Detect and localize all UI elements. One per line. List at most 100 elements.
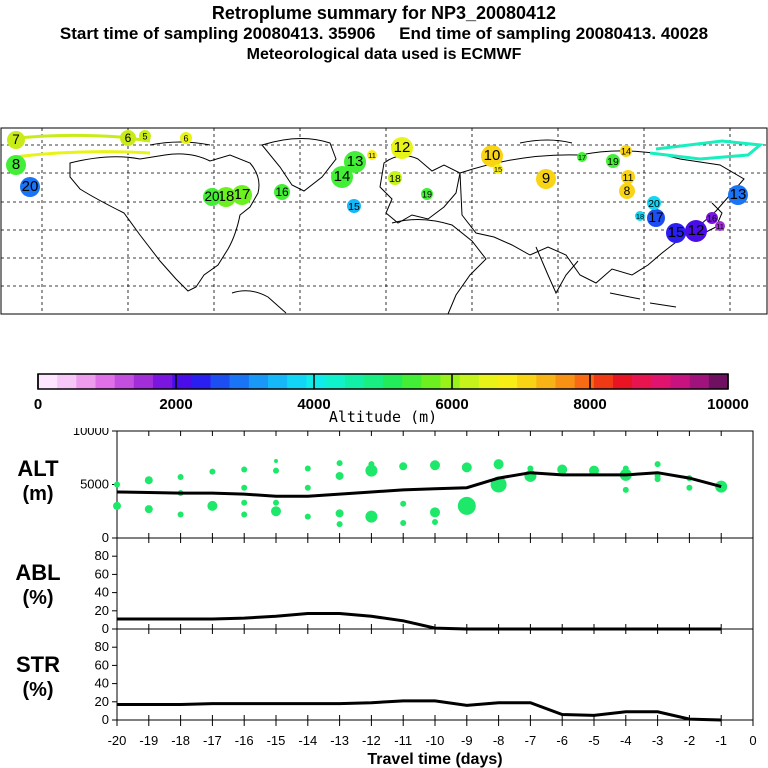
plume-marker xyxy=(685,220,707,242)
plume-marker-label: 6 xyxy=(125,131,132,145)
plume-marker xyxy=(347,199,361,213)
alt-point xyxy=(336,521,343,528)
alt-point xyxy=(335,471,344,480)
x-tick-label: 0 xyxy=(749,733,756,748)
colorbar-cell xyxy=(172,374,192,389)
alt-point xyxy=(241,466,248,473)
alt-point xyxy=(113,501,121,510)
colorbar-cell xyxy=(613,374,633,389)
alt-point xyxy=(430,460,440,471)
plume-marker-label: 19 xyxy=(607,156,619,168)
colorbar-cell xyxy=(133,374,154,389)
plume-marker-label: 18 xyxy=(218,188,235,205)
plume-marker-label: 13 xyxy=(347,153,364,170)
alt-point xyxy=(400,500,407,507)
alt-point xyxy=(622,486,629,493)
colorbar-tick-label: 8000 xyxy=(573,396,606,413)
x-tick-label: -13 xyxy=(330,733,349,748)
colorbar-cell xyxy=(689,374,710,389)
colorbar-cell xyxy=(268,374,288,389)
plume-marker xyxy=(606,154,620,168)
colorbar-cell xyxy=(344,374,365,389)
alt-point xyxy=(207,500,218,511)
colorbar-tick-label: 0 xyxy=(34,396,42,413)
alt-mean-curve xyxy=(116,471,722,498)
x-tick-label: -19 xyxy=(139,733,158,748)
colorbar-tick-label: 2000 xyxy=(159,396,192,413)
plume-marker xyxy=(139,130,151,142)
plume-marker xyxy=(536,169,556,189)
plume-marker-label: 20 xyxy=(22,178,39,195)
abl-unit: (%) xyxy=(22,587,53,609)
coastlines xyxy=(69,137,745,315)
alt-point xyxy=(241,511,248,518)
x-tick-label: -12 xyxy=(362,733,381,748)
y-tick-label: 80 xyxy=(95,548,109,563)
x-tick-label: -18 xyxy=(171,733,190,748)
colorbar-cell xyxy=(76,374,96,389)
y-tick-label: 60 xyxy=(95,566,109,581)
plume-marker xyxy=(203,188,221,206)
plume-marker xyxy=(331,166,353,188)
alt-point xyxy=(177,474,184,481)
plume-marker xyxy=(635,211,645,221)
y-tick-label: 5000 xyxy=(80,477,109,492)
plume-marker-label: 7 xyxy=(12,132,20,147)
plume-marker xyxy=(715,221,725,231)
abl-panel-frame xyxy=(116,537,754,630)
x-tick-label: -9 xyxy=(461,733,473,748)
coast-north-america xyxy=(69,153,260,292)
str-unit: (%) xyxy=(22,679,53,701)
y-tick-label: 60 xyxy=(95,657,109,672)
colorbar-cell xyxy=(306,374,326,389)
colorbar-cell xyxy=(670,374,690,389)
alt-point xyxy=(271,506,281,517)
alt-point xyxy=(273,499,279,506)
x-tick-label: -1 xyxy=(715,733,727,748)
track-north-pacific xyxy=(649,139,764,161)
plume-marker-label: 14 xyxy=(621,146,631,156)
x-tick-label: -3 xyxy=(652,733,664,748)
colorbar-cell xyxy=(440,374,460,389)
coast-africa xyxy=(391,219,487,315)
alt-point xyxy=(335,509,344,518)
colorbar-cell xyxy=(517,374,537,389)
plume-marker-label: 14 xyxy=(334,168,351,185)
colorbar-cell xyxy=(325,374,345,389)
colorbar-cell xyxy=(459,374,480,389)
plume-marker xyxy=(647,209,665,227)
x-tick-label: -15 xyxy=(267,733,286,748)
y-tick-label: 10000 xyxy=(73,428,109,438)
x-tick-label: -11 xyxy=(394,733,412,748)
str-label: STR xyxy=(16,652,60,677)
plume-marker xyxy=(388,171,402,185)
colorbar-cell xyxy=(498,374,518,389)
plume-marker-label: 16 xyxy=(707,213,717,223)
alt-point xyxy=(686,484,693,491)
sampling-times: Start time of sampling 20080413. 35906 E… xyxy=(59,24,709,43)
abl-label: ABL xyxy=(15,560,60,585)
x-tick-label: -20 xyxy=(108,733,127,748)
plume-marker-label: 6 xyxy=(183,133,188,143)
plume-marker xyxy=(666,223,686,243)
colorbar-cell xyxy=(421,374,441,389)
colorbar-cell xyxy=(555,374,575,389)
plume-marker-label: 15 xyxy=(668,224,685,241)
alt-point xyxy=(209,468,216,475)
x-tick-label: -4 xyxy=(620,733,632,748)
plume-marker xyxy=(621,170,635,184)
colorbar-tick-label: 4000 xyxy=(297,396,330,413)
map-frame xyxy=(0,127,768,315)
plume-marker-label: 11 xyxy=(716,222,724,231)
plume-marker-label: 20 xyxy=(204,189,219,204)
plume-marker-label: 15 xyxy=(348,201,360,213)
alt-label: ALT xyxy=(17,456,59,481)
str-curve xyxy=(117,699,722,722)
colorbar-cell xyxy=(363,374,384,389)
colorbar-ticks: 0 2000 4000 6000 8000 10000 xyxy=(34,374,749,413)
colorbar-cell xyxy=(229,374,250,389)
plume-marker xyxy=(120,130,136,146)
plume-marker xyxy=(216,187,236,207)
colorbar-cell xyxy=(38,374,58,389)
